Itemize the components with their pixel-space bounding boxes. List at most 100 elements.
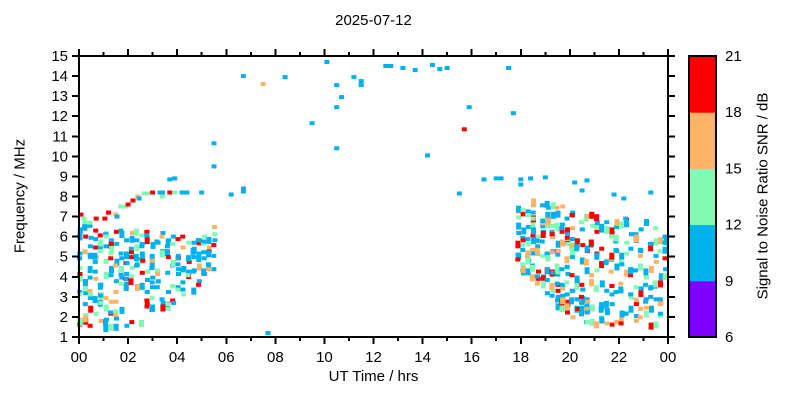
x-tick-label: 00 bbox=[71, 349, 88, 366]
data-point bbox=[555, 288, 561, 293]
data-point bbox=[150, 285, 156, 290]
data-point bbox=[628, 305, 634, 313]
data-point bbox=[172, 176, 178, 181]
data-point bbox=[190, 269, 196, 274]
y-tick-label: 8 bbox=[60, 189, 68, 206]
data-point bbox=[564, 216, 570, 221]
data-point bbox=[619, 262, 625, 267]
data-point bbox=[334, 83, 340, 88]
data-point bbox=[530, 251, 536, 256]
data-point bbox=[82, 279, 88, 287]
data-point bbox=[634, 314, 640, 319]
data-point bbox=[149, 261, 155, 269]
data-point bbox=[180, 287, 186, 292]
data-point bbox=[102, 318, 108, 326]
data-point bbox=[118, 269, 124, 277]
data-point bbox=[565, 299, 571, 307]
data-point bbox=[149, 266, 155, 270]
data-point bbox=[530, 233, 536, 238]
data-point bbox=[240, 189, 246, 194]
data-point bbox=[653, 238, 659, 246]
data-point bbox=[609, 227, 615, 235]
data-point bbox=[624, 240, 630, 245]
data-point bbox=[560, 239, 565, 247]
data-point bbox=[653, 253, 659, 258]
data-point bbox=[560, 297, 566, 305]
data-point bbox=[77, 318, 83, 326]
data-point bbox=[114, 258, 120, 266]
data-point bbox=[82, 223, 88, 231]
data-point bbox=[98, 318, 104, 323]
data-point bbox=[565, 272, 571, 276]
data-point bbox=[662, 246, 668, 254]
data-point bbox=[599, 305, 605, 310]
data-point bbox=[191, 255, 197, 260]
data-point bbox=[358, 79, 364, 84]
data-point bbox=[481, 177, 487, 182]
data-point bbox=[82, 250, 88, 255]
data-point bbox=[614, 225, 619, 229]
data-point bbox=[590, 223, 596, 228]
data-point bbox=[545, 211, 551, 219]
data-point bbox=[570, 226, 575, 231]
data-point bbox=[648, 286, 654, 291]
data-point bbox=[535, 247, 541, 255]
data-point bbox=[657, 297, 663, 302]
data-point bbox=[658, 311, 663, 316]
data-point bbox=[196, 251, 202, 256]
data-point bbox=[584, 306, 590, 314]
data-point bbox=[516, 215, 522, 220]
data-point bbox=[565, 310, 570, 315]
data-point bbox=[589, 211, 595, 219]
data-point bbox=[589, 318, 595, 326]
data-point bbox=[129, 320, 135, 325]
data-point bbox=[199, 190, 205, 195]
data-point bbox=[638, 227, 644, 232]
data-point bbox=[92, 259, 98, 264]
data-point bbox=[637, 315, 643, 320]
data-point bbox=[212, 238, 218, 243]
data-point bbox=[521, 227, 527, 235]
data-point bbox=[128, 246, 134, 251]
data-point bbox=[130, 198, 136, 203]
data-point bbox=[108, 299, 114, 304]
data-point bbox=[205, 267, 211, 272]
data-point bbox=[589, 273, 595, 278]
data-point bbox=[520, 238, 526, 243]
data-point bbox=[97, 243, 103, 251]
data-point bbox=[144, 302, 150, 307]
data-point bbox=[555, 294, 561, 299]
data-point bbox=[574, 275, 580, 283]
x-axis-label: UT Time / hrs bbox=[328, 368, 419, 385]
x-tick-label: 00 bbox=[660, 349, 677, 366]
data-point bbox=[623, 311, 629, 316]
data-point bbox=[648, 190, 654, 195]
data-point bbox=[578, 220, 584, 225]
data-point bbox=[510, 111, 516, 116]
data-point bbox=[82, 286, 88, 291]
data-point bbox=[637, 263, 643, 271]
data-point bbox=[334, 105, 340, 110]
data-point bbox=[604, 308, 610, 316]
data-point bbox=[585, 299, 591, 304]
data-point bbox=[633, 268, 638, 273]
data-point bbox=[525, 250, 531, 258]
data-point bbox=[108, 323, 114, 331]
data-point bbox=[594, 214, 600, 222]
data-point bbox=[186, 257, 191, 262]
data-point bbox=[560, 282, 566, 287]
data-point bbox=[324, 60, 330, 64]
colorbar-band bbox=[689, 280, 716, 338]
data-point bbox=[155, 272, 161, 276]
data-point bbox=[623, 216, 629, 221]
data-point bbox=[92, 252, 98, 260]
data-point bbox=[166, 238, 171, 246]
y-tick-label: 6 bbox=[60, 229, 68, 246]
data-point bbox=[113, 229, 119, 234]
data-point bbox=[560, 305, 566, 310]
colorbar-tick-label: 15 bbox=[725, 160, 742, 177]
data-point bbox=[593, 285, 599, 293]
data-point bbox=[159, 190, 165, 195]
data-point bbox=[604, 288, 610, 293]
